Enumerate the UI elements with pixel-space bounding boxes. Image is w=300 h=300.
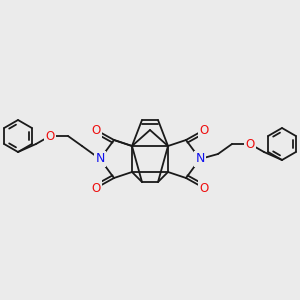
Text: O: O [45,130,55,142]
Text: O: O [245,137,255,151]
Text: O: O [200,182,208,194]
Text: N: N [95,152,105,166]
Text: O: O [92,182,100,194]
Text: O: O [92,124,100,136]
Text: O: O [200,124,208,136]
Text: N: N [195,152,205,166]
